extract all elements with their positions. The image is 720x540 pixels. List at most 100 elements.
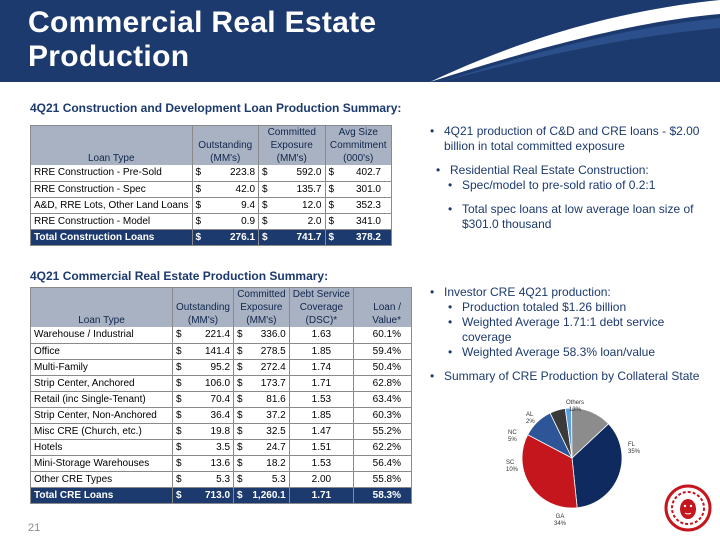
- cre-loan-table: Loan Type Outstanding (MM's) Committed Exp…: [30, 287, 412, 504]
- dsc-cell: 1.71: [289, 487, 355, 503]
- outstanding-cell: 70.4: [184, 391, 235, 408]
- table-row: Retail (inc Single-Tenant) $70.4 $81.6 1.53…: [30, 391, 412, 408]
- dsc-cell: 1.51: [289, 439, 355, 456]
- page-number: 21: [28, 522, 41, 534]
- currency-cell: $: [233, 423, 246, 440]
- outstanding-cell: 0.9: [204, 213, 260, 230]
- loan-type-cell: Total CRE Loans: [30, 487, 173, 503]
- col-outstanding: Outstanding (MM's): [172, 287, 235, 327]
- table-row: Mini-Storage Warehouses $13.6 $18.2 1.53 56.…: [30, 455, 412, 472]
- avg-cell: 378.2: [337, 229, 392, 245]
- loan-type-cell: Total Construction Loans: [30, 229, 193, 245]
- outstanding-cell: 713.0: [184, 487, 235, 503]
- dsc-cell: 2.00: [289, 471, 355, 488]
- currency-cell: $: [258, 197, 271, 214]
- currency-cell: $: [172, 455, 185, 472]
- currency-cell: $: [192, 181, 205, 198]
- currency-cell: $: [172, 423, 185, 440]
- ltv-cell: 56.4%: [353, 455, 412, 472]
- loan-type-cell: A&D, RRE Lots, Other Land Loans: [30, 197, 193, 214]
- loan-type-cell: Office: [30, 343, 173, 360]
- slide-title-line2: Production: [28, 40, 190, 73]
- table-row: A&D, RRE Lots, Other Land Loans $9.4 $12.0…: [30, 197, 392, 214]
- table-row: Strip Center, Non-Anchored $36.4 $37.2 1.85…: [30, 407, 412, 424]
- currency-cell: $: [172, 439, 185, 456]
- table-row: Other CRE Types $5.3 $5.3 2.00 55.8%: [30, 471, 412, 488]
- lion-logo-icon: [664, 484, 712, 532]
- currency-cell: $: [258, 165, 271, 182]
- col-dsc: Debt Service Coverage (DSC)*: [289, 287, 355, 327]
- currency-cell: $: [233, 455, 246, 472]
- loan-type-cell: Multi-Family: [30, 359, 173, 376]
- pie-label-fl: FL 35%: [628, 442, 641, 455]
- dsc-cell: 1.63: [289, 327, 355, 344]
- outstanding-cell: 9.4: [204, 197, 260, 214]
- pie-label-nc: NC 5%: [508, 430, 517, 443]
- currency-cell: $: [233, 439, 246, 456]
- currency-cell: $: [325, 165, 337, 182]
- committed-cell: 592.0: [270, 165, 326, 182]
- committed-cell: 5.3: [245, 471, 290, 488]
- loan-type-cell: Hotels: [30, 439, 173, 456]
- currency-cell: $: [258, 181, 271, 198]
- committed-cell: 24.7: [245, 439, 290, 456]
- outstanding-cell: 223.8: [204, 165, 260, 182]
- table-row: Warehouse / Industrial $221.4 $336.0 1.63 60…: [30, 327, 412, 344]
- table-header-row: Loan Type Outstanding (MM's) Committed Exp…: [30, 287, 412, 327]
- col-committed: Committed Exposure (MM's): [233, 287, 290, 327]
- bullet-item: Investor CRE 4Q21 production:: [430, 285, 715, 300]
- avg-cell: 341.0: [337, 213, 392, 230]
- outstanding-cell: 3.5: [184, 439, 235, 456]
- currency-cell: $: [233, 391, 246, 408]
- avg-cell: 301.0: [337, 181, 392, 198]
- currency-cell: $: [233, 327, 246, 344]
- bullet-item: Weighted Average 58.3% loan/value: [430, 345, 715, 360]
- loan-type-cell: RRE Construction - Spec: [30, 181, 193, 198]
- outstanding-cell: 276.1: [204, 229, 260, 245]
- loan-type-cell: Retail (inc Single-Tenant): [30, 391, 173, 408]
- table-row: Strip Center, Anchored $106.0 $173.7 1.71 62…: [30, 375, 412, 392]
- pie-label-others: Others 13%: [566, 400, 584, 413]
- dsc-cell: 1.53: [289, 391, 355, 408]
- bullet-item: Total spec loans at low average loan siz…: [430, 202, 715, 232]
- loan-type-cell: Strip Center, Non-Anchored: [30, 407, 173, 424]
- table-header-row: Loan Type Outstanding (MM's) Committed Exp…: [30, 125, 392, 165]
- currency-cell: $: [192, 165, 205, 182]
- currency-cell: $: [233, 375, 246, 392]
- currency-cell: $: [192, 229, 205, 245]
- ltv-cell: 62.8%: [353, 375, 412, 392]
- bullet-item: Weighted Average 1.71:1 debt service cov…: [430, 315, 715, 345]
- bullet-item: 4Q21 production of C&D and CRE loans - $…: [430, 124, 715, 154]
- table-row: Hotels $3.5 $24.7 1.51 62.2%: [30, 439, 412, 456]
- ltv-cell: 55.2%: [353, 423, 412, 440]
- currency-cell: $: [325, 197, 337, 214]
- title-swoosh: [430, 0, 720, 82]
- dsc-cell: 1.74: [289, 359, 355, 376]
- table-total-row: Total CRE Loans $713.0 $1,260.1 1.71 58.3%: [30, 487, 412, 503]
- outstanding-cell: 221.4: [184, 327, 235, 344]
- col-outstanding: Outstanding (MM's): [192, 125, 260, 165]
- ltv-cell: 58.3%: [353, 487, 412, 503]
- currency-cell: $: [172, 343, 185, 360]
- currency-cell: $: [233, 359, 246, 376]
- table-row: RRE Construction - Pre-Sold $223.8 $592.0 $…: [30, 165, 392, 182]
- dsc-cell: 1.85: [289, 407, 355, 424]
- cre-summary-heading: 4Q21 Commercial Real Estate Production S…: [30, 269, 329, 283]
- loan-type-cell: Other CRE Types: [30, 471, 173, 488]
- table-row: Misc CRE (Church, etc.) $19.8 $32.5 1.47 55.…: [30, 423, 412, 440]
- committed-cell: 173.7: [245, 375, 290, 392]
- committed-cell: 2.0: [270, 213, 326, 230]
- committed-cell: 278.5: [245, 343, 290, 360]
- construction-summary-heading: 4Q21 Construction and Development Loan P…: [30, 101, 402, 115]
- currency-cell: $: [233, 471, 246, 488]
- loan-type-cell: Mini-Storage Warehouses: [30, 455, 173, 472]
- ltv-cell: 62.2%: [353, 439, 412, 456]
- col-ltv: Loan / Value*: [353, 287, 412, 327]
- currency-cell: $: [325, 229, 337, 245]
- ltv-cell: 59.4%: [353, 343, 412, 360]
- outstanding-cell: 36.4: [184, 407, 235, 424]
- table-row: Multi-Family $95.2 $272.4 1.74 50.4%: [30, 359, 412, 376]
- committed-cell: 1,260.1: [245, 487, 290, 503]
- ltv-cell: 60.3%: [353, 407, 412, 424]
- col-loan-type: Loan Type: [30, 125, 193, 165]
